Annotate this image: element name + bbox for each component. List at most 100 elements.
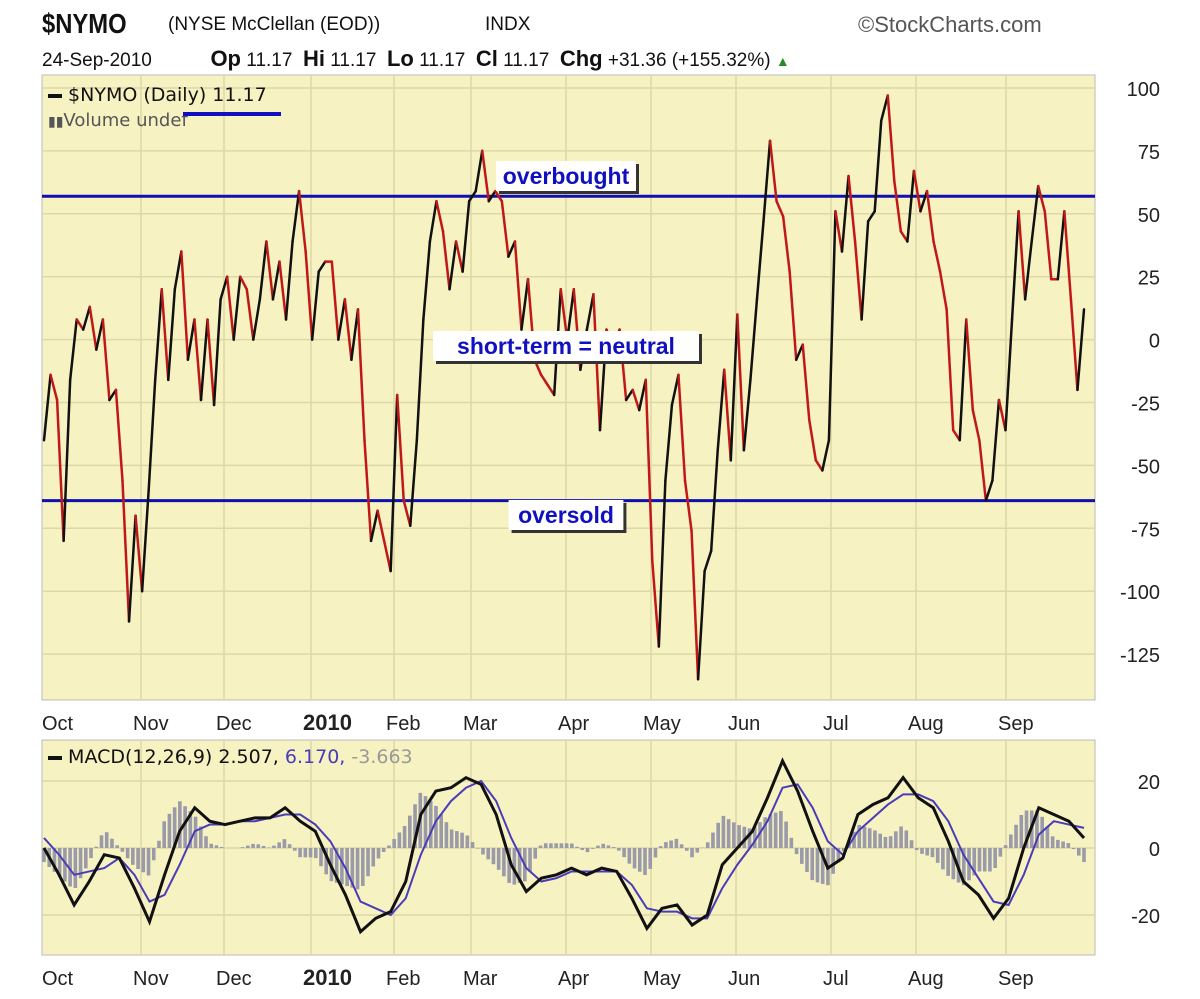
histogram-bar (726, 819, 731, 848)
nymo-segment (742, 378, 752, 452)
histogram-bar (366, 848, 370, 877)
nymo-segment (343, 298, 353, 361)
volume-bars-icon: ▮▮ (48, 114, 64, 130)
main-legend: $NYMO (Daily) 11.17 (48, 84, 267, 106)
nymo-segment (866, 210, 876, 223)
nymo-segment (670, 373, 680, 407)
x-tick-label: Sep (998, 713, 1034, 735)
nymo-segment (716, 368, 726, 452)
histogram-bar (653, 848, 658, 858)
histogram-bar (240, 847, 245, 848)
x-tick-label: Dec (216, 713, 252, 735)
nymo-segment (232, 275, 242, 341)
nymo-segment (984, 479, 994, 502)
nymo-segment (140, 489, 150, 593)
histogram-bar (423, 796, 428, 848)
legend-line-icon (48, 93, 62, 98)
x-tick-label: May (643, 968, 681, 990)
histogram-bar (146, 848, 151, 876)
y-tick-label: -100 (1120, 582, 1160, 604)
histogram-bar (643, 848, 647, 875)
nymo-segment (749, 298, 759, 382)
nymo-segment (382, 539, 392, 573)
histogram-bar (293, 848, 297, 851)
histogram-bar (125, 848, 130, 859)
histogram-bar (486, 848, 491, 860)
histogram-bar (617, 848, 621, 851)
histogram-bar (94, 846, 99, 848)
histogram-bar (470, 842, 475, 848)
nymo-segment (1056, 210, 1066, 281)
nymo-segment (585, 293, 595, 331)
nymo-segment (853, 240, 863, 321)
histogram-bar (1019, 815, 1024, 848)
nymo-segment (873, 119, 883, 213)
legend-line-icon (48, 755, 62, 760)
nymo-segment (310, 270, 320, 341)
histogram-bar (998, 848, 1003, 857)
histogram-bar (444, 822, 449, 848)
histogram-bar (256, 844, 261, 848)
nymo-segment (291, 189, 301, 243)
nymo-segment (690, 529, 700, 681)
nymo-segment (906, 169, 916, 243)
nymo-segment (847, 174, 857, 243)
histogram-bar (841, 848, 846, 852)
histogram-bar (1056, 839, 1060, 848)
nymo-segment (454, 240, 464, 273)
histogram-bar (496, 848, 501, 870)
y-tick-label: 100 (1127, 79, 1160, 101)
histogram-bar (334, 848, 339, 883)
histogram-bar (873, 830, 877, 848)
nymo-segment (729, 313, 739, 462)
histogram-bar (298, 848, 302, 858)
macd-legend: MACD(12,26,9) 2.507, 6.170, -3.663 (48, 746, 413, 768)
histogram-bar (193, 816, 198, 848)
nymo-segment (860, 220, 870, 321)
histogram-bar (596, 845, 600, 848)
nymo-segment (409, 438, 419, 528)
nymo-segment (736, 313, 746, 452)
nymo-segment (245, 288, 255, 341)
signal-line (43, 779, 1085, 920)
histogram-bar (434, 805, 438, 848)
histogram-bar (282, 839, 287, 848)
histogram-bar (115, 845, 119, 848)
histogram-bar (820, 848, 825, 884)
histogram-bar (387, 845, 391, 848)
histogram-bar (831, 848, 835, 874)
nymo-segment (677, 373, 687, 482)
x-tick-label: Feb (386, 713, 420, 735)
nymo-segment (1043, 210, 1053, 281)
histogram-bar (340, 848, 344, 885)
nymo-segment (127, 514, 137, 623)
histogram-bar (815, 848, 820, 883)
annotation-label: overbought (503, 163, 630, 189)
histogram-bar (1035, 810, 1039, 848)
histogram-bar (810, 848, 815, 881)
x-tick-label: Aug (908, 968, 944, 990)
histogram-bar (601, 843, 605, 848)
histogram-bar (324, 848, 329, 875)
nymo-segment (1036, 184, 1047, 213)
nymo-segment (808, 418, 818, 462)
histogram-bar (570, 843, 574, 848)
annotation-label: short-term = neutral (457, 333, 675, 359)
nymo-segment (1063, 210, 1073, 301)
op-label: Op (210, 46, 241, 71)
histogram-bar (449, 829, 454, 848)
nymo-segment (971, 408, 981, 442)
x-tick-label: Jun (728, 713, 760, 735)
quote-date: 24-Sep-2010 (42, 50, 152, 71)
histogram-bar (669, 840, 673, 848)
histogram-bar (590, 848, 595, 849)
histogram-bar (894, 831, 898, 848)
nymo-segment (415, 318, 425, 442)
nymo-segment (945, 308, 955, 432)
nymo-segment (997, 398, 1007, 432)
nymo-segment (723, 368, 733, 462)
annotation-label: oversold (518, 502, 614, 528)
nymo-segment (1030, 184, 1040, 243)
nymo-segment (114, 388, 124, 482)
histogram-bar (685, 848, 689, 851)
